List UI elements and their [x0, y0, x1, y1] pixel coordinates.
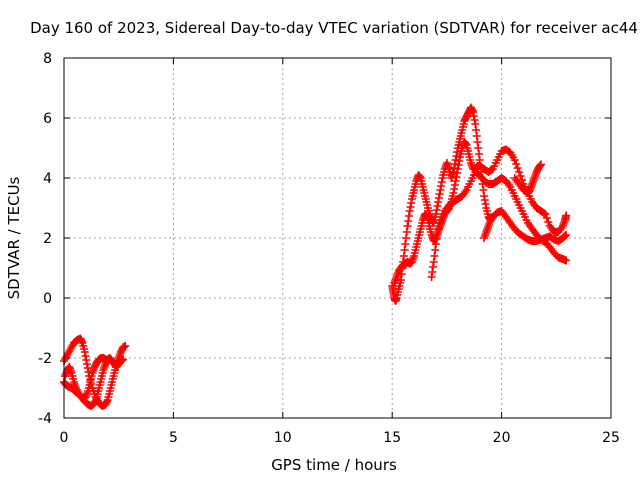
data-point [121, 342, 130, 350]
y-tick-label: -2 [38, 351, 52, 367]
data-point [103, 357, 112, 365]
series-late-track-d [480, 207, 571, 245]
data-point [539, 209, 548, 217]
x-tick-label: 10 [274, 430, 292, 446]
y-tick-label: 6 [43, 111, 52, 127]
data-point [119, 355, 128, 364]
x-axis-title: GPS time / hours [271, 456, 397, 474]
data-point [516, 172, 525, 180]
x-tick-label: 5 [169, 430, 178, 446]
data-points [60, 103, 571, 410]
x-tick-label: 20 [493, 430, 511, 446]
series-late-track-c [427, 168, 571, 281]
data-point [513, 164, 522, 172]
y-tick-label: -4 [38, 411, 52, 427]
data-point [544, 218, 553, 226]
tick-labels: 0 5 10 15 20 25 -4 -2 0 2 4 6 8 [38, 51, 620, 446]
series-early-loop-c [61, 354, 112, 403]
data-point [515, 168, 524, 176]
data-point [542, 214, 551, 222]
data-point [562, 211, 571, 220]
x-tick-label: 15 [383, 430, 401, 446]
data-point [541, 210, 550, 218]
data-point [561, 232, 570, 240]
data-point [562, 256, 571, 265]
plot-frame [63, 57, 612, 419]
x-tick-label: 25 [602, 430, 620, 446]
y-tick-label: 4 [43, 171, 52, 187]
chart-title: Day 160 of 2023, Sidereal Day-to-day VTE… [30, 19, 638, 37]
data-point [536, 160, 545, 169]
series-late-track-b [390, 138, 571, 287]
y-tick-label: 8 [43, 51, 52, 67]
y-tick-label: 0 [43, 291, 52, 307]
data-point [510, 156, 519, 164]
series-late-track-e [510, 160, 545, 197]
data-point [512, 160, 521, 168]
y-axis-title: SDTVAR / TECUs [5, 176, 23, 299]
x-tick-label: 0 [60, 430, 69, 446]
data-point [562, 231, 571, 239]
y-tick-label: 2 [43, 231, 52, 247]
